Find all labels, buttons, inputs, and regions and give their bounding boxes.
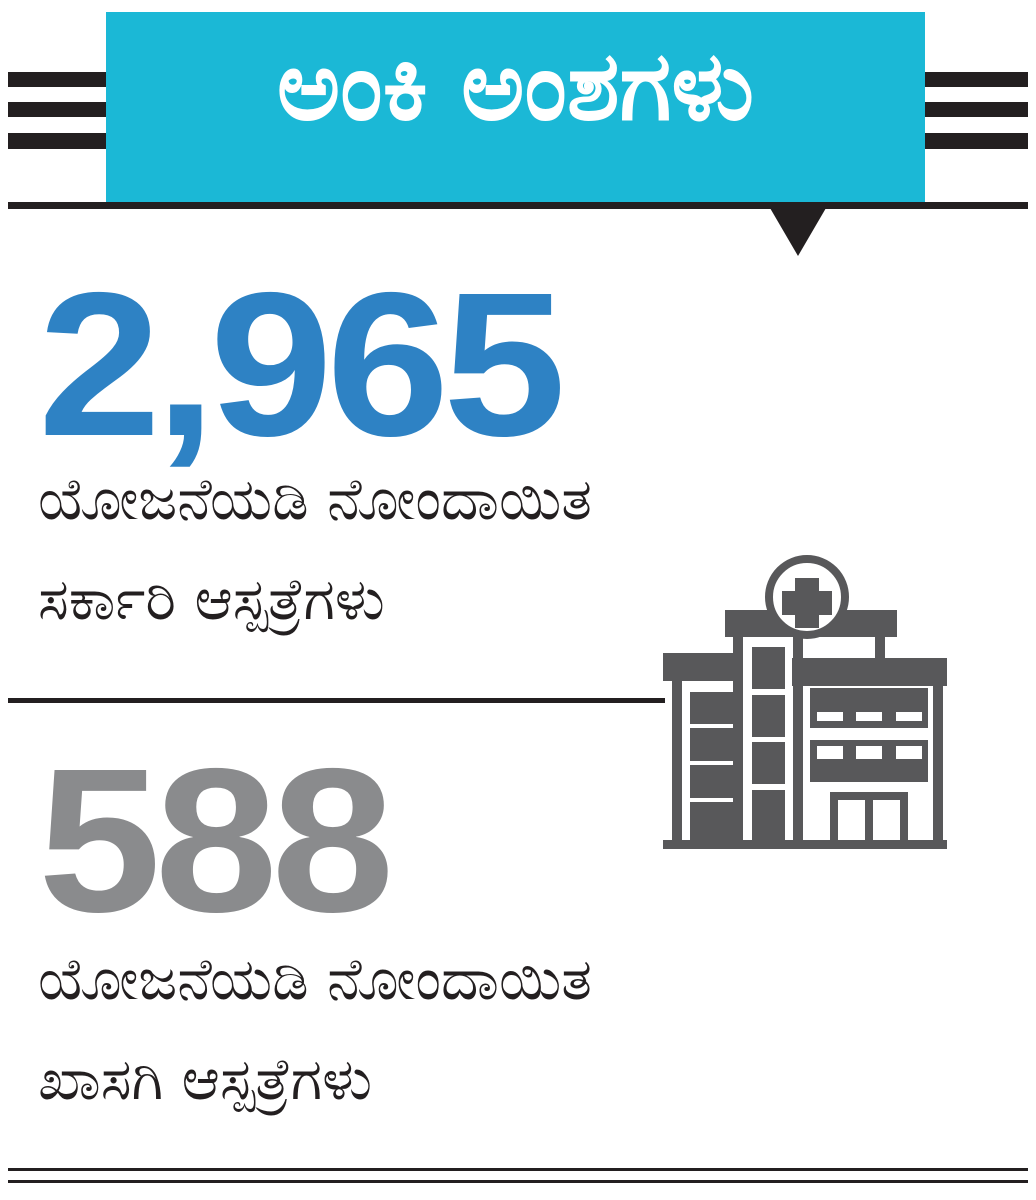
hospital-icon (663, 555, 947, 849)
header-box: ಅಂಕಿ ಅಂಶಗಳು (106, 12, 925, 202)
header-rule (8, 202, 1028, 209)
stripe-left-2 (8, 102, 108, 117)
pointer-triangle (770, 208, 826, 256)
stripe-right-2 (925, 102, 1028, 117)
stat-label-private-line1: ಯೋಜನೆಯಡಿ ನೋಂದಾಯಿತ (38, 945, 593, 1013)
stripe-left-1 (8, 72, 108, 87)
footer-rule-1 (8, 1168, 1028, 1171)
stat-value-private: 588 (38, 726, 394, 955)
stat-label-government-line2: ಸರ್ಕಾರಿ ಆಸ್ಪತ್ರೆಗಳು (38, 565, 385, 633)
stripe-right-3 (925, 133, 1028, 149)
stripe-right-1 (925, 72, 1028, 87)
footer-rule-2 (8, 1180, 1028, 1183)
stat-value-government: 2,965 (38, 250, 566, 479)
divider (8, 698, 665, 703)
stripe-left-3 (8, 133, 108, 149)
header-title: ಅಂಕಿ ಅಂಶಗಳು (276, 30, 755, 142)
stat-label-government-line1: ಯೋಜನೆಯಡಿ ನೋಂದಾಯಿತ (38, 465, 593, 533)
stat-label-private-line2: ಖಾಸಗಿ ಆಸ್ಪತ್ರೆಗಳು (38, 1045, 373, 1113)
